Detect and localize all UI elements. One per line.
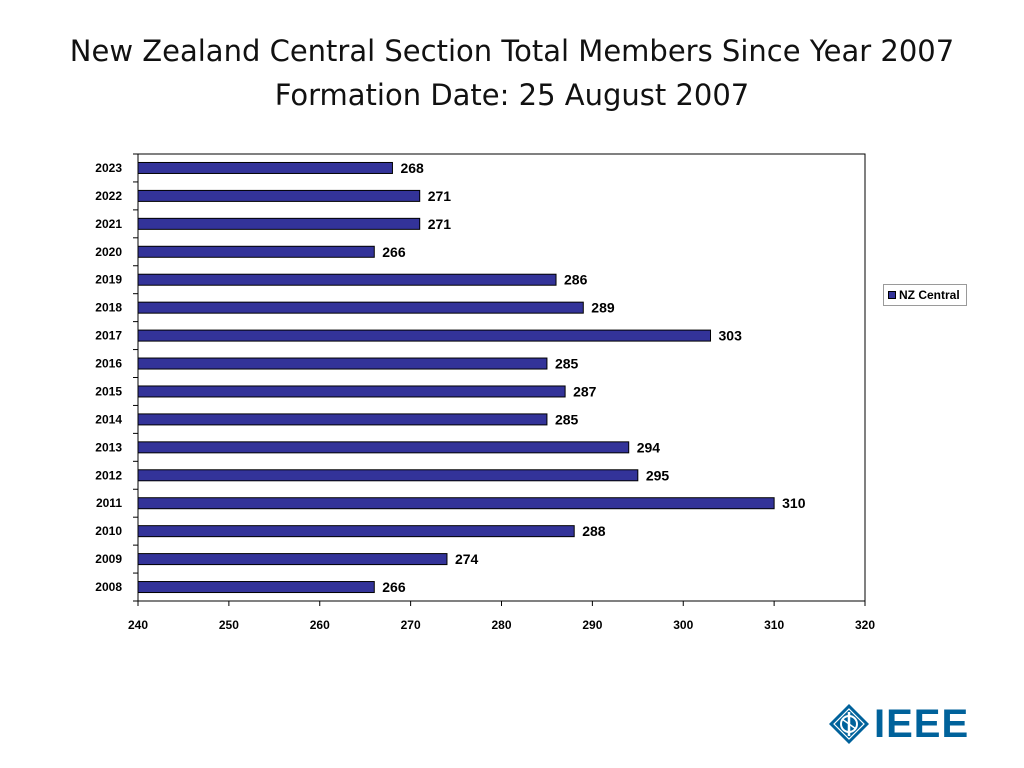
bar: [137, 273, 557, 286]
y-tick-label: 2023: [95, 161, 122, 175]
data-label: 271: [428, 188, 452, 204]
bar: [137, 385, 566, 398]
bar: [137, 301, 584, 314]
y-tick-label: 2012: [95, 468, 122, 482]
y-tick-label: 2021: [95, 217, 122, 231]
bar: [137, 581, 375, 594]
bar: [137, 525, 575, 538]
bar: [137, 357, 548, 370]
x-tick-label: 300: [673, 618, 693, 632]
bar: [137, 441, 630, 454]
bar: [137, 217, 421, 230]
data-label: 289: [591, 300, 615, 316]
bar: [137, 329, 712, 342]
data-label: 303: [719, 328, 743, 344]
data-label: 271: [428, 216, 452, 232]
data-label: 266: [382, 579, 406, 595]
y-tick-label: 2014: [95, 412, 122, 426]
x-tick-label: 290: [582, 618, 602, 632]
x-tick-label: 240: [128, 618, 148, 632]
x-tick-label: 320: [855, 618, 875, 632]
y-tick-label: 2017: [95, 329, 122, 343]
y-tick-label: 2020: [95, 245, 122, 259]
x-tick-label: 280: [491, 618, 511, 632]
y-tick-label: 2010: [95, 524, 122, 538]
data-label: 287: [573, 383, 597, 399]
data-label: 285: [555, 411, 579, 427]
ieee-diamond-icon: [829, 704, 869, 744]
data-label: 288: [582, 523, 606, 539]
y-tick-label: 2018: [95, 301, 122, 315]
y-tick-label: 2022: [95, 189, 122, 203]
ieee-logo-text: IEEE: [874, 701, 970, 746]
y-tick-label: 2016: [95, 357, 122, 371]
legend-swatch: [888, 291, 896, 299]
y-tick-label: 2013: [95, 440, 122, 454]
y-tick-label: 2015: [95, 384, 122, 398]
bar: [137, 189, 421, 202]
bar: [137, 413, 548, 426]
data-label: 310: [782, 495, 806, 511]
bar: [137, 497, 775, 510]
chart-title: New Zealand Central Section Total Member…: [69, 34, 955, 68]
legend-label: NZ Central: [899, 288, 960, 302]
x-tick-label: 260: [310, 618, 330, 632]
chart-subtitle: Formation Date: 25 August 2007: [274, 78, 750, 112]
x-tick-label: 310: [764, 618, 784, 632]
y-tick-label: 2011: [96, 496, 122, 510]
y-tick-label: 2008: [95, 580, 122, 594]
data-label: 266: [382, 244, 406, 260]
bar: [137, 245, 375, 258]
data-label: 294: [637, 439, 661, 455]
data-label: 295: [646, 467, 670, 483]
y-tick-label: 2019: [95, 273, 122, 287]
data-label: 268: [400, 160, 424, 176]
bar: [137, 161, 393, 174]
bar: [137, 469, 639, 482]
x-tick-label: 270: [401, 618, 421, 632]
data-label: 274: [455, 551, 479, 567]
ieee-logo: IEEE: [828, 700, 973, 748]
data-label: 285: [555, 356, 579, 372]
data-label: 286: [564, 272, 588, 288]
y-tick-label: 2009: [95, 552, 122, 566]
legend: NZ Central: [883, 284, 967, 306]
x-tick-label: 250: [219, 618, 239, 632]
bar: [137, 553, 448, 566]
